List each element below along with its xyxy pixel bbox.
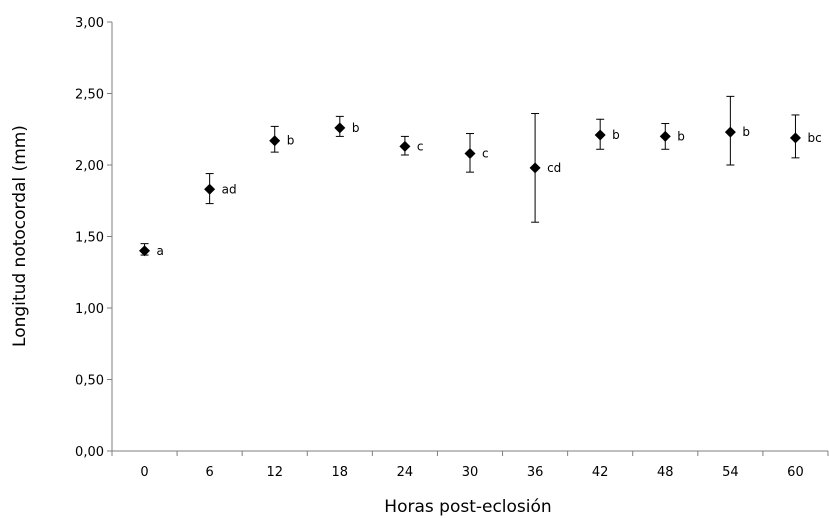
data-point bbox=[269, 135, 281, 147]
significance-label: c bbox=[482, 147, 489, 161]
data-point bbox=[659, 130, 671, 142]
data-point bbox=[139, 245, 151, 257]
x-axis-title: Horas post-eclosión bbox=[384, 497, 551, 517]
y-tick-label: 3,00 bbox=[75, 16, 104, 31]
x-tick-label: 24 bbox=[397, 465, 414, 480]
x-tick-label: 30 bbox=[462, 465, 479, 480]
data-point bbox=[529, 162, 541, 174]
y-tick-label: 2,00 bbox=[75, 159, 104, 174]
data-point bbox=[204, 183, 216, 195]
significance-label: b bbox=[287, 134, 295, 148]
x-tick-label: 0 bbox=[140, 465, 148, 480]
data-point bbox=[594, 129, 606, 141]
data-point bbox=[399, 140, 411, 152]
y-tick-label: 1,50 bbox=[75, 231, 104, 246]
axes: 0,00 0,50 1,00 1,50 2,00 2,50 3,00 0 6 12 18 24 30 36… bbox=[75, 16, 829, 480]
y-tick-label: 0,00 bbox=[75, 445, 104, 460]
significance-label: c bbox=[417, 139, 424, 153]
x-tick-label: 60 bbox=[787, 465, 804, 480]
data-point bbox=[789, 132, 801, 144]
significance-label: b bbox=[742, 125, 750, 139]
x-tick-label: 54 bbox=[722, 465, 739, 480]
data-point bbox=[724, 126, 736, 138]
x-tick-label: 18 bbox=[332, 465, 349, 480]
x-tick-label: 12 bbox=[266, 465, 283, 480]
significance-label: b bbox=[612, 128, 620, 142]
significance-label: bc bbox=[807, 131, 821, 145]
significance-label: b bbox=[352, 121, 360, 135]
y-tick-label: 0,50 bbox=[75, 374, 104, 389]
y-tick-label: 1,00 bbox=[75, 302, 104, 317]
x-tick-label: 36 bbox=[527, 465, 544, 480]
data-point bbox=[334, 122, 346, 134]
data-point bbox=[464, 148, 476, 160]
significance-label: cd bbox=[547, 161, 561, 175]
x-tick-label: 6 bbox=[205, 465, 213, 480]
x-tick-label: 48 bbox=[657, 465, 674, 480]
y-tick-label: 2,50 bbox=[75, 88, 104, 103]
significance-label: a bbox=[157, 244, 164, 258]
significance-label: ad bbox=[222, 182, 237, 196]
x-tick-label: 42 bbox=[592, 465, 609, 480]
significance-label: b bbox=[677, 129, 685, 143]
y-axis-title: Longitud notocordal (mm) bbox=[10, 125, 30, 347]
